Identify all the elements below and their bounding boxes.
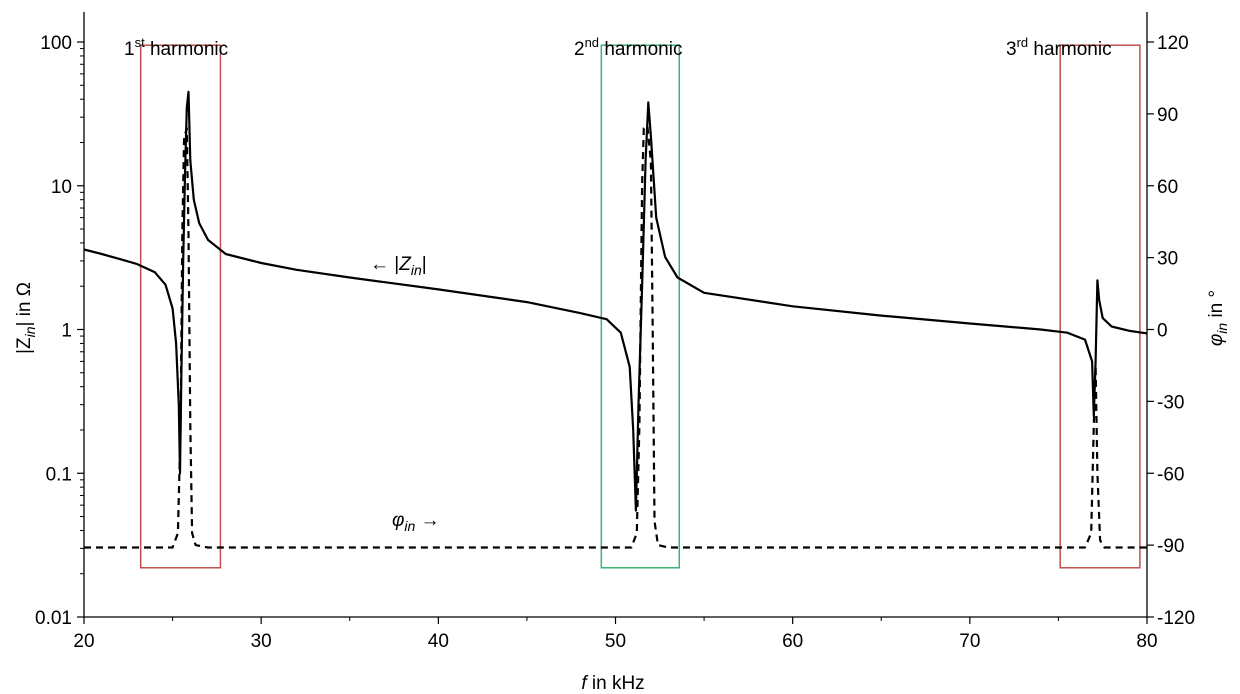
x-tick-label: 50 xyxy=(605,631,626,652)
annotation-1st-harmonic: 1st harmonic xyxy=(124,35,228,60)
x-tick-label: 80 xyxy=(1136,631,1157,652)
harmonic-box-2 xyxy=(600,44,681,569)
y-right-tick-label: -90 xyxy=(1157,536,1184,557)
harmonic-box-3 xyxy=(1059,44,1141,569)
y-left-tick-label: 100 xyxy=(40,33,72,54)
y-right-tick-label: 120 xyxy=(1157,33,1189,54)
phi-curve-label: φin → xyxy=(392,510,440,534)
y-right-tick-label: -30 xyxy=(1157,392,1184,413)
y-right-tick-label: -120 xyxy=(1157,608,1195,629)
y-right-tick-label: 90 xyxy=(1157,105,1178,126)
axes-layer: 20 30 40 50 60 70 80 0.01 0.1 1 10 100 -120 -90 -60 -30… xyxy=(35,12,1195,652)
harmonic-boxes xyxy=(139,44,1141,569)
x-tick-label: 30 xyxy=(251,631,272,652)
y-right-axis-title: φin in ° xyxy=(1206,290,1230,346)
x-tick-label: 20 xyxy=(73,631,94,652)
y-right-tick-label: 60 xyxy=(1157,177,1178,198)
y-right-tick-label: -60 xyxy=(1157,464,1184,485)
y-left-axis-title: |Zin| in Ω xyxy=(14,282,38,354)
y-left-tick-label: 1 xyxy=(61,321,72,342)
y-right-tick-label: 30 xyxy=(1157,249,1178,270)
x-tick-label: 40 xyxy=(428,631,449,652)
x-tick-label: 70 xyxy=(959,631,980,652)
impedance-magnitude-line xyxy=(83,90,1148,512)
harmonic-box-1 xyxy=(139,44,222,569)
series-layer xyxy=(83,90,1148,549)
y-left-tick-label: 0.01 xyxy=(35,608,72,629)
y-left-tick-label: 0.1 xyxy=(46,464,72,485)
annotation-3rd-harmonic: 3rd harmonic xyxy=(1006,35,1112,60)
phase-angle-line xyxy=(84,124,1147,549)
x-axis-title: f in kHz xyxy=(581,673,644,694)
y-left-tick-label: 10 xyxy=(51,177,72,198)
annotation-2nd-harmonic: 2nd harmonic xyxy=(574,35,682,60)
z-curve-label: ← |Zin| xyxy=(370,254,427,278)
y-right-tick-label: 0 xyxy=(1157,321,1168,342)
x-tick-label: 60 xyxy=(782,631,803,652)
